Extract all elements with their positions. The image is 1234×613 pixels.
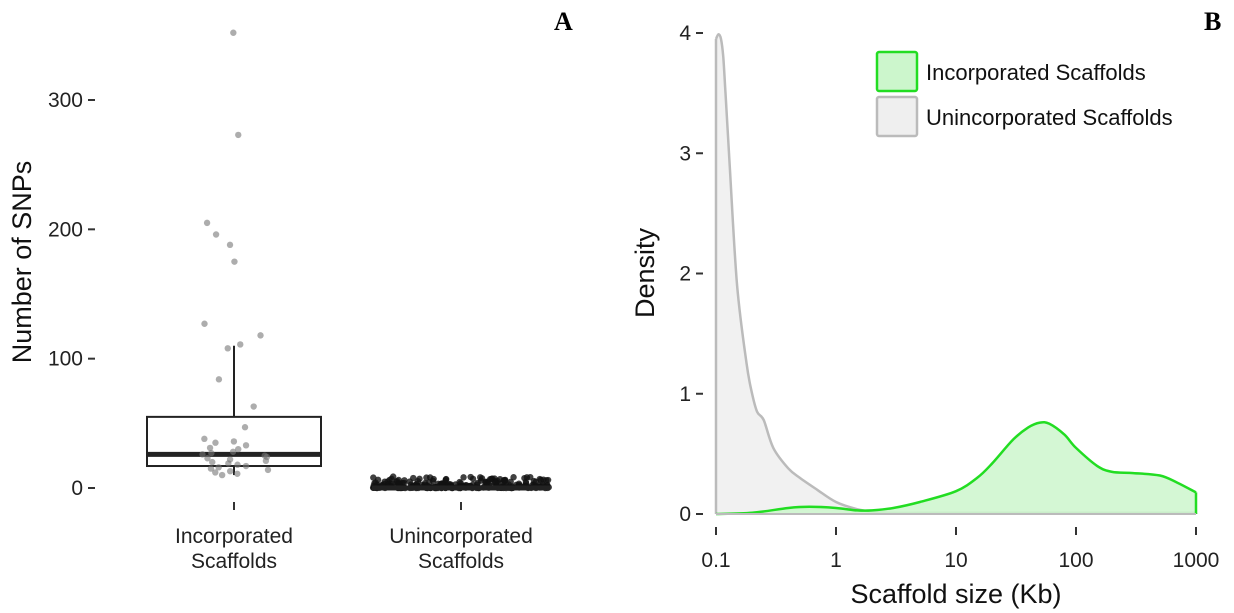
- data-point: [207, 465, 215, 472]
- legend-label-incorporated: Incorporated Scaffolds: [926, 60, 1146, 85]
- data-point: [406, 478, 413, 485]
- panel-b-y-axis-title: Density: [630, 227, 660, 318]
- data-point: [215, 376, 223, 383]
- legend-key-unincorporated: [875, 95, 919, 138]
- data-point: [522, 478, 530, 486]
- panel-b-x-tick-label: 100: [1058, 549, 1093, 572]
- data-point: [370, 474, 377, 481]
- panel-b-y-ticks: 0 1 2 3 4: [679, 22, 703, 526]
- data-point: [199, 451, 206, 458]
- data-point: [201, 320, 208, 327]
- panel-a-y-ticks: 0 100 200 300: [48, 89, 95, 500]
- panel-a-x-tick-label: Unincorporated: [389, 525, 533, 548]
- box-iqr: [146, 415, 322, 468]
- panel-a-marks: [146, 29, 552, 492]
- data-point: [400, 479, 408, 487]
- legend-key-incorporated: [875, 50, 919, 93]
- panel-a-x-ticks: IncorporatedScaffoldsUnincorporatedScaff…: [175, 502, 533, 573]
- data-point: [212, 231, 220, 238]
- data-point: [208, 449, 215, 457]
- panel-b-x-tick-label: 10: [944, 549, 967, 572]
- data-point: [439, 480, 446, 487]
- density-area-incorporated: [716, 422, 1196, 514]
- data-point: [474, 479, 481, 487]
- panel-b-areas: [714, 32, 1198, 516]
- panel-a-y-tick-label: 300: [48, 89, 83, 112]
- panel-b-y-tick-label: 3: [679, 142, 691, 165]
- data-point: [215, 464, 222, 471]
- data-point: [250, 403, 257, 410]
- data-point: [234, 470, 241, 477]
- data-point: [204, 455, 211, 462]
- data-point: [372, 479, 379, 486]
- data-point: [429, 477, 437, 485]
- panel-a-y-tick-label: 200: [48, 218, 83, 241]
- data-point: [241, 424, 249, 431]
- data-point: [235, 131, 242, 139]
- data-point: [225, 460, 232, 467]
- panel-b-x-ticks: 0.1 1 10 100 1000: [701, 527, 1219, 572]
- panel-a-boxplot: A Number of SNPs 0 100 200 300 Incorporated…: [7, 7, 573, 573]
- data-point: [235, 446, 242, 453]
- panel-b-x-tick-label: 0.1: [701, 549, 730, 572]
- panel-a-x-tick-label: Scaffolds: [191, 550, 277, 573]
- data-point: [229, 448, 237, 455]
- panel-a-y-axis-title: Number of SNPs: [7, 161, 37, 364]
- panel-b-x-tick-label: 1: [830, 549, 842, 572]
- data-point: [203, 219, 211, 227]
- panel-a-x-tick-label: Incorporated: [175, 525, 293, 548]
- data-point: [224, 345, 231, 352]
- data-point: [395, 480, 402, 487]
- data-point: [237, 341, 244, 348]
- panel-b-legend: Incorporated Scaffolds Unincorporated Sc…: [875, 50, 1173, 138]
- data-point: [460, 474, 467, 481]
- data-point: [226, 241, 234, 249]
- panel-a-y-tick-label: 0: [71, 477, 83, 500]
- legend-label-unincorporated: Unincorporated Scaffolds: [926, 105, 1173, 130]
- panel-b-x-tick-label: 1000: [1173, 549, 1220, 572]
- data-point: [206, 444, 214, 452]
- data-point: [212, 469, 219, 476]
- panel-b-x-axis-title: Scaffold size (Kb): [850, 579, 1061, 609]
- data-point: [209, 458, 216, 466]
- data-point: [543, 477, 550, 484]
- data-point: [212, 439, 219, 446]
- panel-a-y-tick-label: 100: [48, 348, 83, 371]
- data-point: [501, 476, 508, 484]
- data-point: [230, 438, 238, 445]
- panel-b-letter: B: [1204, 7, 1221, 36]
- data-point: [226, 467, 234, 475]
- data-point: [423, 474, 430, 481]
- data-point: [389, 473, 397, 480]
- panel-b-y-tick-label: 0: [679, 503, 691, 526]
- panel-b-y-tick-label: 2: [679, 263, 691, 286]
- data-point: [510, 474, 517, 481]
- panel-b-y-tick-label: 1: [679, 383, 691, 406]
- density-line-incorporated: [715, 420, 1197, 516]
- data-point: [257, 332, 264, 339]
- data-point: [242, 442, 250, 449]
- panel-a-letter: A: [554, 7, 573, 36]
- data-point: [231, 258, 238, 265]
- density-area-unincorporated: [716, 34, 1196, 514]
- data-point: [264, 466, 272, 474]
- data-point: [262, 457, 270, 465]
- data-point: [527, 473, 534, 481]
- data-point: [469, 475, 477, 483]
- data-point: [234, 461, 241, 468]
- data-point: [486, 475, 494, 483]
- panel-a-x-tick-label: Scaffolds: [418, 550, 504, 573]
- data-point: [537, 476, 545, 484]
- data-point: [242, 462, 250, 470]
- panel-b-y-tick-label: 4: [679, 22, 691, 45]
- data-point: [230, 29, 237, 36]
- data-point: [218, 471, 226, 479]
- panel-b-density: B Density Scaffold size (Kb) 0 1 2 3 4 0.1 1 1…: [630, 7, 1221, 609]
- data-point: [201, 435, 208, 443]
